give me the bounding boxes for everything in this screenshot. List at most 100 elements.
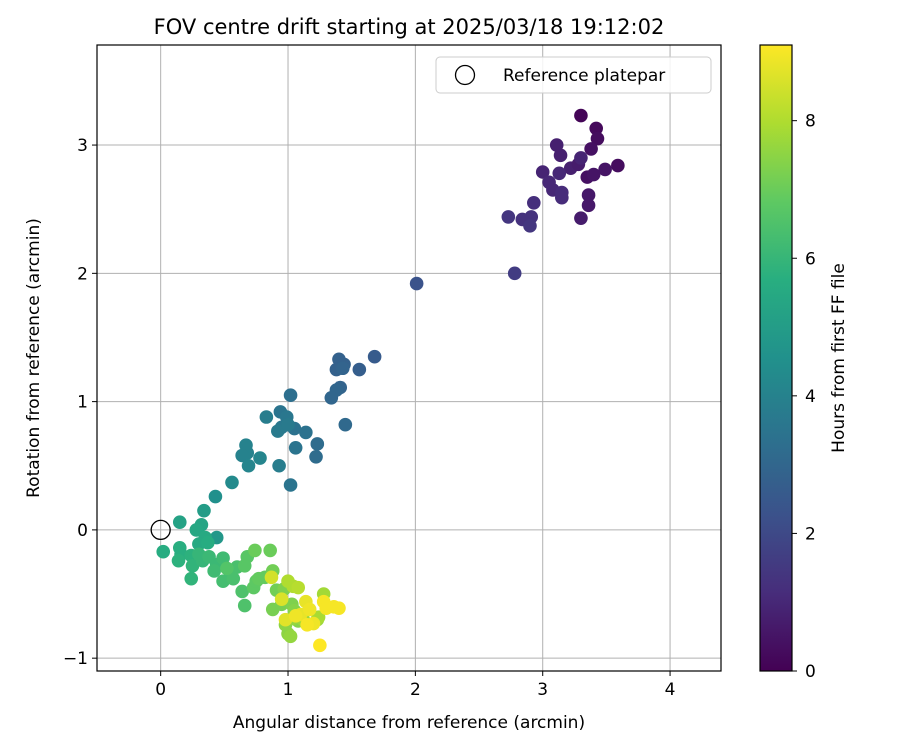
legend-box (435, 56, 712, 94)
data-point (237, 598, 252, 613)
data-point (274, 592, 289, 606)
data-point (220, 561, 234, 576)
data-point (156, 544, 171, 559)
data-point (598, 162, 612, 177)
y-axis-label: Rotation from reference (arcmin) (24, 218, 44, 498)
data-point (237, 559, 252, 573)
data-point (313, 638, 327, 653)
data-point (281, 417, 295, 432)
data-point (171, 553, 186, 568)
y-tick-label: −1 (63, 649, 88, 669)
colorbar-tick-label: 8 (805, 112, 816, 132)
data-point (324, 390, 339, 405)
data-point (335, 361, 350, 376)
data-point (184, 571, 199, 586)
x-tick-label: 2 (410, 680, 421, 700)
colorbar: 0 2 4 6 8 Hours from first FF file (759, 44, 849, 682)
y-tick-label: 2 (77, 264, 88, 284)
colorbar-gradient (759, 44, 793, 672)
data-point (185, 559, 200, 573)
data-point (264, 570, 279, 585)
data-point (523, 219, 537, 233)
data-point (192, 547, 206, 562)
data-point (409, 276, 424, 291)
x-tick-label: 3 (537, 680, 548, 700)
data-point (216, 551, 230, 565)
data-point (309, 449, 323, 464)
data-point (207, 564, 221, 578)
data-point (263, 543, 277, 558)
data-point (288, 609, 303, 623)
y-tick-label: 1 (77, 393, 88, 413)
data-point (507, 266, 522, 281)
x-tick-label: 1 (283, 680, 294, 700)
data-points (156, 108, 625, 653)
colorbar-label: Hours from first FF file (829, 263, 849, 453)
data-point (338, 417, 353, 432)
plot-frame (96, 44, 722, 672)
data-point (278, 612, 293, 627)
x-axis-label: Angular distance from reference (arcmin) (233, 713, 585, 733)
legend-reference-marker (454, 64, 476, 86)
data-point (241, 458, 256, 473)
reference-platepar-marker (150, 519, 171, 541)
y-tick-label: 0 (77, 521, 88, 541)
data-point (549, 138, 564, 152)
data-point (225, 475, 239, 490)
data-point (272, 458, 286, 473)
data-point (226, 571, 241, 586)
data-point (501, 210, 516, 224)
data-point (248, 543, 262, 558)
data-point (216, 574, 230, 589)
data-point (271, 424, 285, 438)
data-point (555, 190, 569, 205)
data-point (259, 410, 274, 424)
data-point (310, 437, 325, 451)
data-point (574, 211, 588, 225)
data-point (197, 503, 211, 518)
data-point (283, 629, 298, 644)
data-point (552, 166, 567, 181)
data-point (527, 195, 541, 210)
data-point (574, 151, 588, 165)
colorbar-tick-label: 4 (805, 387, 816, 407)
legend-label: Reference platepar (503, 66, 665, 86)
reference-marker-layer (150, 519, 171, 541)
y-axis-ticks: −1 0 1 2 3 (63, 136, 97, 669)
x-axis-ticks: 0 1 2 3 4 (155, 671, 675, 700)
data-point (367, 349, 382, 364)
data-point (586, 167, 601, 182)
chart-title: FOV centre drift starting at 2025/03/18 … (154, 15, 665, 39)
data-point (235, 584, 249, 599)
colorbar-tick-label: 0 (805, 662, 816, 682)
data-point (611, 158, 625, 173)
x-tick-label: 0 (155, 680, 166, 700)
legend: Reference platepar (435, 56, 712, 94)
x-tick-label: 4 (665, 680, 676, 700)
data-point (589, 121, 603, 136)
data-point (535, 165, 550, 179)
data-point (208, 489, 223, 504)
data-point (302, 602, 317, 617)
data-point (574, 108, 588, 123)
data-point (352, 362, 367, 377)
data-point (283, 478, 298, 492)
data-point (584, 142, 598, 156)
y-tick-label: 3 (77, 136, 88, 156)
colorbar-tick-label: 2 (805, 524, 816, 544)
data-point (200, 535, 215, 550)
data-point (288, 440, 303, 455)
data-point (581, 188, 596, 202)
data-point (172, 515, 187, 529)
data-point (553, 148, 568, 163)
data-point (300, 618, 314, 632)
data-point (581, 198, 596, 213)
data-point (253, 451, 267, 465)
colorbar-tick-label: 6 (805, 249, 816, 269)
colorbar-ticks: 0 2 4 6 8 (792, 112, 816, 682)
data-point (283, 388, 298, 403)
data-point (189, 523, 204, 537)
data-point (299, 425, 313, 440)
data-point (332, 601, 346, 615)
